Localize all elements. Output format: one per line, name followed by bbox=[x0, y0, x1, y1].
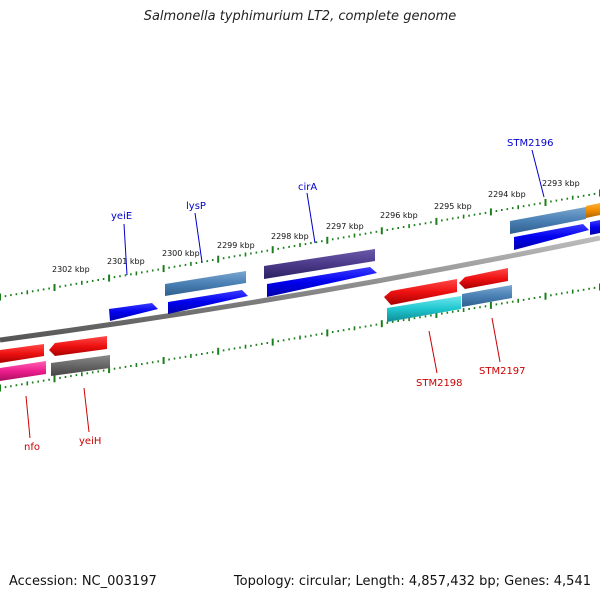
genome-backbone bbox=[0, 235, 600, 343]
gene-block[interactable] bbox=[0, 344, 44, 363]
gene-block[interactable] bbox=[264, 249, 375, 279]
gene-block[interactable] bbox=[267, 267, 377, 297]
gene-label-stm2196[interactable]: STM2196 bbox=[507, 138, 554, 149]
gene-block[interactable] bbox=[387, 296, 461, 322]
gene-labels: yeiE lysP cirA STM2196 nfo yeiH STM2198 … bbox=[24, 138, 554, 453]
gene-block[interactable] bbox=[510, 207, 586, 234]
kbp-label: 2300 kbp bbox=[162, 249, 200, 258]
kbp-label: 2298 kbp bbox=[271, 232, 309, 241]
kbp-label: 2295 kbp bbox=[434, 202, 472, 211]
gene-block[interactable] bbox=[49, 336, 107, 356]
gene-block[interactable] bbox=[590, 220, 600, 235]
gene-block[interactable] bbox=[168, 290, 248, 314]
gene-callouts bbox=[25, 149, 545, 439]
gene-label-stm2198[interactable]: STM2198 bbox=[416, 378, 463, 389]
kbp-label: 2296 kbp bbox=[380, 211, 418, 220]
genome-stats-text: Topology: circular; Length: 4,857,432 bp… bbox=[233, 574, 591, 589]
kbp-label: 2299 kbp bbox=[217, 241, 255, 250]
kbp-label: 2293 kbp bbox=[542, 179, 580, 188]
kbp-label: 2302 kbp bbox=[52, 265, 90, 274]
gene-block[interactable] bbox=[586, 203, 600, 218]
gene-block[interactable] bbox=[462, 285, 512, 307]
accession-text: Accession: NC_003197 bbox=[9, 574, 157, 589]
gene-block[interactable] bbox=[165, 271, 246, 296]
gene-label-stm2197[interactable]: STM2197 bbox=[479, 366, 526, 377]
gene-block[interactable] bbox=[384, 279, 457, 305]
kbp-label: 2297 kbp bbox=[326, 222, 364, 231]
lower-tick-ruler bbox=[0, 283, 600, 392]
reverse-features bbox=[0, 268, 512, 381]
forward-features bbox=[109, 203, 600, 321]
gene-label-nfo[interactable]: nfo bbox=[24, 442, 40, 453]
page-title: Salmonella typhimurium LT2, complete gen… bbox=[143, 9, 457, 24]
gene-label-yeie[interactable]: yeiE bbox=[111, 211, 132, 222]
gene-block[interactable] bbox=[0, 361, 46, 381]
gene-label-lysp[interactable]: lysP bbox=[186, 201, 206, 212]
gene-label-yeih[interactable]: yeiH bbox=[79, 436, 101, 447]
kbp-label: 2294 kbp bbox=[488, 190, 526, 199]
gene-block[interactable] bbox=[459, 268, 508, 289]
gene-label-cira[interactable]: cirA bbox=[298, 182, 317, 193]
gene-block[interactable] bbox=[109, 303, 158, 321]
gene-block[interactable] bbox=[51, 355, 110, 376]
gene-block[interactable] bbox=[514, 224, 589, 250]
